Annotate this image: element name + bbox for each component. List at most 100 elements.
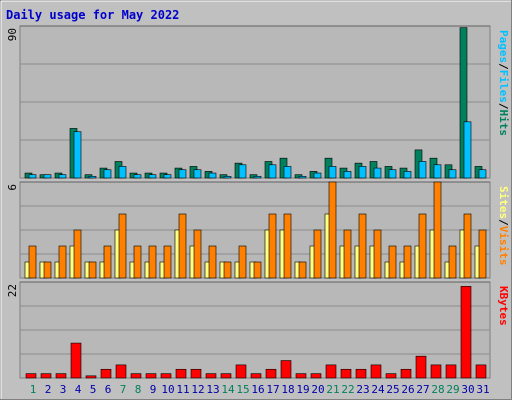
- visits-bar: [448, 245, 457, 279]
- axis-label-part: Files: [497, 70, 510, 103]
- kbytes-bar: [445, 364, 457, 379]
- x-tick-label: 22: [341, 383, 354, 396]
- kbytes-bar: [175, 368, 187, 379]
- files-bar: [298, 176, 307, 179]
- files-bar: [223, 176, 232, 179]
- files-bar: [133, 174, 142, 179]
- visits-bar: [28, 245, 37, 279]
- chart-title: Daily usage for May 2022: [6, 8, 179, 22]
- files-bar: [43, 174, 52, 179]
- x-tick-label: 12: [191, 383, 204, 396]
- files-bar: [193, 169, 202, 179]
- x-tick-label: 17: [266, 383, 279, 396]
- y-max-label: 90: [6, 28, 19, 41]
- x-tick-label: 4: [75, 383, 82, 396]
- files-bar: [238, 164, 247, 179]
- kbytes-bar: [460, 286, 472, 379]
- visits-bar: [283, 213, 292, 279]
- x-tick-label: 15: [236, 383, 249, 396]
- x-tick-label: 30: [461, 383, 474, 396]
- files-bar: [343, 171, 352, 179]
- x-tick-label: 24: [371, 383, 385, 396]
- kbytes-bar: [265, 368, 277, 379]
- axis-label-part: Hits: [497, 110, 510, 137]
- kbytes-bar: [25, 373, 37, 379]
- x-tick-label: 27: [416, 383, 429, 396]
- kbytes-bar: [355, 368, 367, 379]
- kbytes-bar: [310, 373, 322, 379]
- files-bar: [253, 176, 262, 179]
- files-bar: [448, 169, 457, 179]
- visits-bar: [343, 229, 352, 279]
- files-bar: [118, 166, 127, 179]
- visits-bar: [58, 245, 67, 279]
- visits-bar: [328, 181, 337, 279]
- axis-label-part: Sites: [497, 186, 510, 219]
- visits-bar: [208, 245, 217, 279]
- visits-bar: [463, 213, 472, 279]
- kbytes-bar: [325, 364, 337, 379]
- files-bar: [328, 166, 337, 179]
- axis-label-part: /: [497, 63, 510, 70]
- files-bar: [358, 166, 367, 179]
- x-tick-label: 8: [135, 383, 142, 396]
- x-tick-label: 10: [161, 383, 174, 396]
- files-bar: [478, 169, 487, 179]
- files-bar: [58, 174, 67, 179]
- files-bar: [88, 176, 97, 179]
- x-tick-label: 13: [206, 383, 219, 396]
- kbytes-bar: [190, 368, 202, 379]
- x-tick-label: 2: [45, 383, 52, 396]
- visits-bar: [133, 245, 142, 279]
- files-bar: [268, 164, 277, 179]
- files-bar: [163, 174, 172, 179]
- visits-bar: [298, 261, 307, 279]
- visits-bar: [253, 261, 262, 279]
- visits-bar: [223, 261, 232, 279]
- x-tick-label: 9: [150, 383, 157, 396]
- kbytes-bar: [55, 373, 67, 379]
- hits-bar: [459, 27, 468, 179]
- x-tick-label: 26: [401, 383, 414, 396]
- kbytes-bar: [235, 364, 247, 379]
- files-bar: [283, 166, 292, 179]
- files-bar: [313, 172, 322, 179]
- y-max-label: 6: [6, 184, 19, 191]
- visits-bar: [373, 229, 382, 279]
- files-bar: [28, 174, 37, 179]
- files-bar: [103, 169, 112, 179]
- files-bar: [463, 121, 472, 179]
- axis-label-part: /: [497, 219, 510, 226]
- kbytes-bar: [115, 364, 127, 379]
- kbytes-bar: [130, 373, 142, 379]
- series-axis-label: KBytes: [497, 286, 510, 326]
- visits-bar: [478, 229, 487, 279]
- kbytes-bar: [145, 373, 157, 379]
- files-bar: [388, 169, 397, 179]
- visits-bar: [238, 245, 247, 279]
- visits-bar: [433, 181, 442, 279]
- x-tick-label: 25: [386, 383, 399, 396]
- x-tick-label: 11: [176, 383, 189, 396]
- kbytes-bar: [475, 364, 487, 379]
- x-tick-label: 1: [30, 383, 37, 396]
- kbytes-bar: [100, 368, 112, 379]
- axis-label-part: KBytes: [497, 286, 510, 326]
- visits-bar: [403, 245, 412, 279]
- visits-bar: [193, 229, 202, 279]
- visits-bar: [118, 213, 127, 279]
- x-tick-label: 31: [476, 383, 489, 396]
- kbytes-bar: [250, 373, 262, 379]
- axis-label-part: /: [497, 103, 510, 110]
- x-tick-label: 7: [120, 383, 127, 396]
- kbytes-bar: [160, 373, 172, 379]
- files-bar: [433, 164, 442, 179]
- files-bar: [208, 172, 217, 179]
- visits-bar: [178, 213, 187, 279]
- x-tick-label: 14: [221, 383, 235, 396]
- x-tick-label: 21: [326, 383, 339, 396]
- x-tick-label: 23: [356, 383, 369, 396]
- y-max-label: 22: [6, 284, 19, 297]
